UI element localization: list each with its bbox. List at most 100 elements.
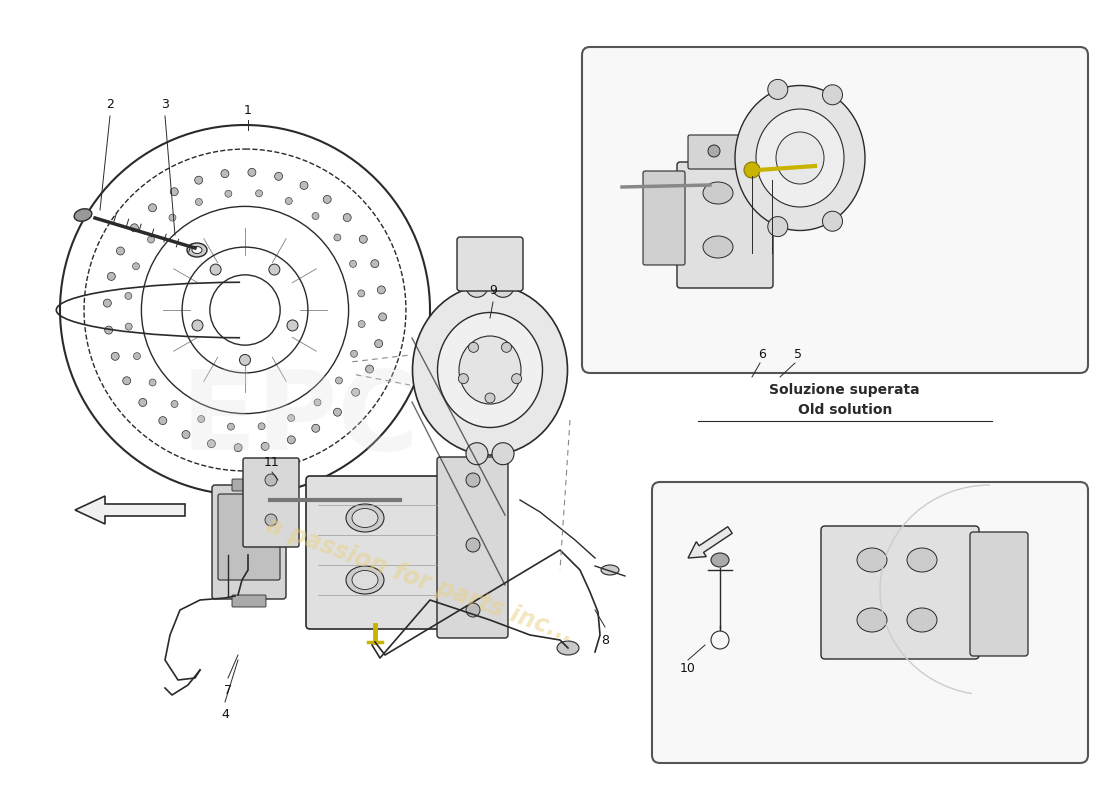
Ellipse shape: [708, 145, 720, 157]
Text: 1: 1: [244, 103, 252, 117]
Ellipse shape: [248, 168, 256, 176]
Text: 8: 8: [601, 634, 609, 646]
Ellipse shape: [262, 492, 278, 508]
Ellipse shape: [314, 399, 321, 406]
Ellipse shape: [170, 401, 178, 407]
Ellipse shape: [210, 264, 221, 275]
Ellipse shape: [352, 509, 378, 527]
Ellipse shape: [261, 442, 270, 450]
Ellipse shape: [857, 608, 887, 632]
Ellipse shape: [224, 190, 232, 198]
Ellipse shape: [343, 214, 351, 222]
Text: 11: 11: [264, 455, 279, 469]
Ellipse shape: [492, 275, 514, 298]
FancyBboxPatch shape: [652, 482, 1088, 763]
Ellipse shape: [300, 182, 308, 190]
FancyBboxPatch shape: [306, 476, 449, 629]
Ellipse shape: [512, 374, 521, 384]
Ellipse shape: [255, 190, 263, 197]
Ellipse shape: [823, 85, 843, 105]
Text: 9: 9: [490, 283, 497, 297]
Ellipse shape: [285, 198, 293, 205]
Ellipse shape: [711, 553, 729, 567]
Ellipse shape: [123, 377, 131, 385]
Ellipse shape: [459, 374, 469, 384]
Ellipse shape: [466, 538, 480, 552]
FancyArrow shape: [75, 496, 185, 524]
Ellipse shape: [378, 313, 387, 321]
Ellipse shape: [371, 260, 378, 268]
Ellipse shape: [182, 430, 190, 438]
FancyBboxPatch shape: [218, 494, 280, 580]
FancyBboxPatch shape: [232, 595, 266, 607]
Ellipse shape: [103, 299, 111, 307]
Ellipse shape: [466, 603, 480, 617]
Text: 4: 4: [221, 709, 229, 722]
Ellipse shape: [823, 211, 843, 231]
Ellipse shape: [857, 548, 887, 572]
Ellipse shape: [312, 213, 319, 219]
Ellipse shape: [336, 377, 342, 384]
Ellipse shape: [196, 198, 202, 206]
Ellipse shape: [744, 162, 760, 178]
Ellipse shape: [459, 336, 521, 404]
FancyBboxPatch shape: [232, 479, 266, 491]
Ellipse shape: [268, 264, 279, 275]
FancyBboxPatch shape: [676, 162, 773, 288]
Ellipse shape: [333, 408, 341, 416]
Ellipse shape: [170, 188, 178, 196]
Ellipse shape: [195, 176, 202, 184]
Ellipse shape: [208, 440, 216, 448]
Ellipse shape: [104, 326, 112, 334]
FancyBboxPatch shape: [688, 135, 740, 169]
Ellipse shape: [466, 442, 488, 465]
Ellipse shape: [111, 352, 119, 360]
Ellipse shape: [150, 379, 156, 386]
Ellipse shape: [908, 608, 937, 632]
Ellipse shape: [287, 414, 295, 422]
Ellipse shape: [768, 79, 788, 99]
Ellipse shape: [466, 275, 488, 298]
Ellipse shape: [350, 260, 356, 267]
Ellipse shape: [365, 365, 374, 373]
FancyBboxPatch shape: [456, 237, 522, 291]
Ellipse shape: [198, 415, 205, 422]
Ellipse shape: [377, 286, 385, 294]
Ellipse shape: [557, 641, 579, 655]
Ellipse shape: [287, 320, 298, 331]
Ellipse shape: [117, 247, 124, 255]
Ellipse shape: [756, 109, 844, 207]
FancyBboxPatch shape: [582, 47, 1088, 373]
Ellipse shape: [601, 565, 619, 575]
Ellipse shape: [492, 442, 514, 465]
Ellipse shape: [228, 423, 234, 430]
FancyArrow shape: [688, 526, 733, 558]
FancyBboxPatch shape: [212, 485, 286, 599]
Ellipse shape: [133, 353, 141, 360]
Ellipse shape: [125, 293, 132, 299]
Ellipse shape: [234, 444, 242, 452]
Ellipse shape: [192, 246, 202, 254]
Ellipse shape: [147, 236, 154, 243]
Ellipse shape: [358, 290, 365, 297]
Ellipse shape: [375, 340, 383, 348]
Ellipse shape: [287, 436, 295, 444]
Ellipse shape: [323, 195, 331, 203]
Text: 10: 10: [680, 662, 696, 674]
FancyBboxPatch shape: [644, 171, 685, 265]
Ellipse shape: [221, 170, 229, 178]
Ellipse shape: [735, 86, 865, 230]
Ellipse shape: [132, 262, 140, 270]
FancyBboxPatch shape: [821, 526, 979, 659]
Text: Old solution: Old solution: [798, 403, 892, 417]
Ellipse shape: [502, 342, 512, 352]
FancyBboxPatch shape: [437, 457, 508, 638]
Ellipse shape: [351, 350, 358, 358]
Ellipse shape: [265, 514, 277, 526]
Text: 5: 5: [794, 349, 802, 362]
Ellipse shape: [192, 320, 204, 331]
Ellipse shape: [469, 342, 478, 352]
Ellipse shape: [158, 417, 167, 425]
Ellipse shape: [346, 504, 384, 532]
Ellipse shape: [125, 323, 132, 330]
